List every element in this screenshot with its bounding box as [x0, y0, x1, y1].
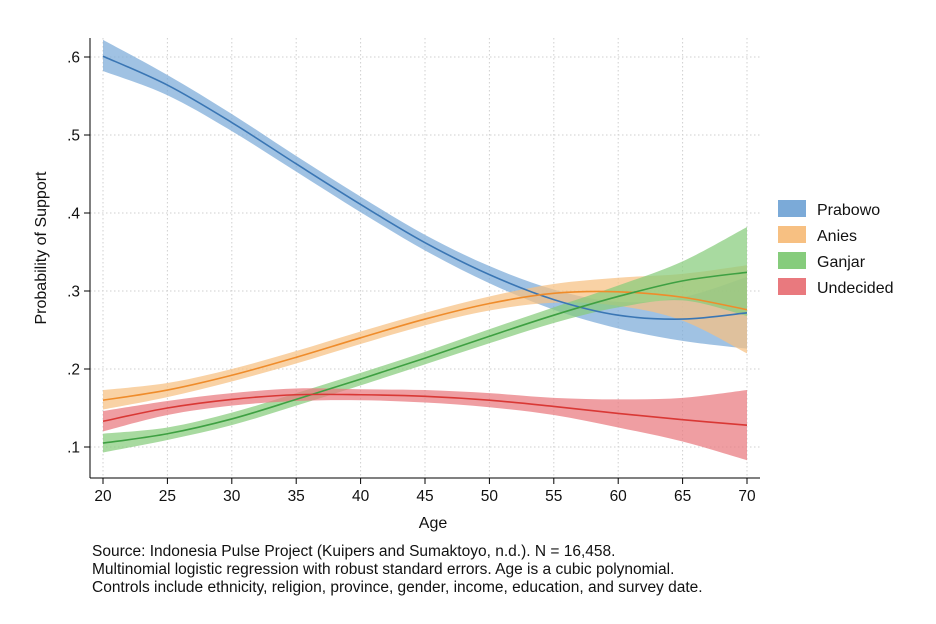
x-tick-label: 20 [94, 488, 112, 505]
x-tick-label: 25 [159, 488, 176, 505]
y-axis-title: Probability of Support [33, 171, 50, 325]
axes: 20 25 30 35 40 45 50 55 60 65 70 .1 .2 .3 .4 .5 .6 Age Pro… [33, 38, 760, 532]
anies-line [102, 290, 748, 401]
series-lines [102, 55, 748, 444]
grid [90, 38, 760, 478]
anies-legend-swatch [778, 226, 806, 243]
undecided-band [103, 388, 747, 461]
y-tick-label: .5 [67, 128, 80, 145]
y-tick-label: .1 [67, 440, 80, 457]
y-tick-label: .3 [67, 284, 80, 301]
x-tick-label: 40 [352, 488, 370, 505]
prabowo-legend-swatch [778, 200, 806, 217]
caption-line-1: Source: Indonesia Pulse Project (Kuipers… [92, 543, 616, 560]
ganjar-band [103, 227, 747, 453]
y-tick-label: .6 [67, 50, 80, 67]
x-tick-label: 65 [674, 488, 691, 505]
x-tick-label: 50 [481, 488, 499, 505]
y-tick-label: .2 [67, 362, 80, 379]
x-tick-label: 30 [223, 488, 241, 505]
y-tick-label: .4 [67, 206, 80, 223]
x-axis-title: Age [419, 515, 448, 532]
source-note: Source: Indonesia Pulse Project (Kuipers… [92, 543, 912, 597]
anies-legend-label: Anies [817, 228, 857, 245]
confidence-bands [103, 39, 747, 461]
x-tick-label: 60 [610, 488, 628, 505]
legend: Prabowo Anies Ganjar Undecided [778, 200, 894, 297]
x-tick-label: 45 [416, 488, 433, 505]
x-tick-label: 35 [288, 488, 305, 505]
undecided-legend-label: Undecided [817, 280, 894, 297]
chart: 20 25 30 35 40 45 50 55 60 65 70 .1 .2 .3 .4 .5 .6 Age Pro… [33, 38, 894, 532]
ganjar-legend-swatch [778, 252, 806, 269]
caption-line-3: Controls include ethnicity, religion, pr… [92, 579, 703, 596]
ganjar-line [102, 271, 748, 444]
prabowo-legend-label: Prabowo [817, 202, 880, 219]
caption-line-2: Multinomial logistic regression with rob… [92, 561, 675, 578]
ganjar-legend-label: Ganjar [817, 254, 866, 271]
undecided-line [102, 393, 748, 426]
prabowo-line [102, 55, 748, 320]
undecided-legend-swatch [778, 278, 806, 295]
x-tick-label: 55 [545, 488, 562, 505]
x-tick-label: 70 [738, 488, 756, 505]
